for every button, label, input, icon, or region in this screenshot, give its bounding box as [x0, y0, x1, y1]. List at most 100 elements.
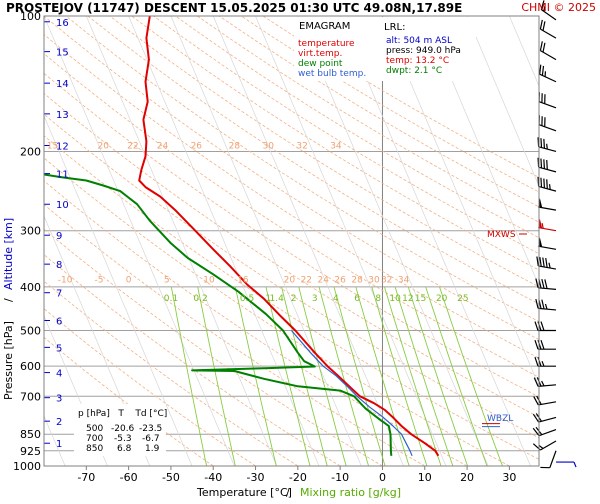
temp-tick-label: -60	[120, 471, 138, 484]
levels-row-p: 700	[86, 434, 103, 444]
mixing-ratio-label: 1.4	[270, 294, 285, 304]
altitude-tick-label: 14	[56, 79, 69, 90]
wind-barb-flag	[544, 159, 545, 168]
mixing-ratio-label: 3	[312, 294, 318, 304]
lrl-box: LRL: alt: 504 m ASL press: 949.0 hPa tem…	[380, 17, 476, 81]
lrl-dwpt: dwpt: 2.1 °C	[386, 66, 442, 76]
dry-adiabat-label: 26	[191, 141, 203, 151]
legend-virt-temp: virt.temp.	[298, 49, 342, 59]
dry-adiabat-label: 34	[398, 275, 410, 285]
temp-tick-label: 20	[460, 471, 474, 484]
dry-adiabat-label: 24	[318, 275, 330, 285]
y-axis-altitude-label: Altitude [km]	[2, 218, 15, 290]
levels-row-t: 6.8	[117, 444, 132, 454]
wind-barb-half-flag	[547, 144, 548, 149]
temp-tick-label: 30	[502, 471, 516, 484]
dry-adiabat-label: 28	[229, 141, 241, 151]
mixing-ratio-label: 10	[389, 294, 401, 304]
levels-row-p: 850	[86, 444, 103, 454]
pressure-tick-label: 500	[20, 325, 41, 338]
altitude-tick-label: 13	[56, 110, 69, 121]
levels-row-td: 1.9	[145, 444, 160, 454]
altitude-tick-label: 15	[56, 48, 69, 59]
mixing-ratio-label: 20	[436, 294, 448, 304]
altitude-tick-label: 4	[56, 369, 62, 380]
temp-tick-label: -20	[289, 471, 307, 484]
lrl-temp: temp: 13.2 °C	[386, 56, 449, 66]
wind-barb-flag	[541, 159, 542, 168]
altitude-tick-label: 16	[56, 18, 69, 29]
wind-barb-flag	[544, 139, 545, 148]
pressure-tick-label: 600	[20, 360, 41, 373]
mixing-ratio-label: 15	[415, 294, 426, 304]
dry-adiabat-label: 24	[157, 141, 169, 151]
levels-row-td: -6.7	[142, 434, 160, 444]
wind-barb-half-flag	[550, 184, 551, 189]
temp-tick-label: -10	[331, 471, 349, 484]
levels-row-t: -20.6	[111, 424, 135, 434]
dry-adiabat-label: 20	[98, 141, 110, 151]
dry-adiabat-label: 30	[263, 141, 275, 151]
altitude-tick-label: 9	[56, 231, 62, 242]
levels-table: p [hPa] T Td [°C] 500 -20.6 -23.5 700 -5…	[74, 404, 167, 456]
temp-tick-label: -70	[77, 471, 95, 484]
wind-barb-flag	[547, 160, 548, 169]
x-axis-temp-label: Temperature [°C]	[196, 486, 292, 499]
dry-adiabat-label: -5	[95, 275, 104, 285]
lrl-pressure: press: 949.0 hPa	[386, 46, 461, 56]
dry-adiabat-label: -10	[58, 275, 73, 285]
chart-title: PROSTEJOV (11747) DESCENT 15.05.2025 01:…	[6, 1, 462, 15]
levels-table-header: p [hPa] T Td [°C]	[78, 409, 167, 419]
wind-barb-flag	[541, 178, 542, 187]
mixing-ratio-label: 6	[354, 294, 360, 304]
dry-adiabat-label: 15	[47, 141, 58, 151]
dry-adiabat-label: 26	[334, 275, 346, 285]
lrl-altitude: alt: 504 m ASL	[386, 36, 452, 46]
dry-adiabat-label: 20	[284, 275, 296, 285]
dry-adiabat-label: 28	[351, 275, 363, 285]
pressure-tick-label: 700	[20, 390, 41, 403]
wind-barb-flag	[547, 179, 548, 188]
altitude-tick-label: 10	[56, 200, 69, 211]
legend-heading: EMAGRAM	[299, 21, 350, 32]
legend: EMAGRAM temperature virt.temp. dew point…	[294, 17, 377, 81]
mixing-ratio-label: 0.2	[193, 294, 207, 304]
pressure-tick-label: 925	[20, 445, 41, 458]
legend-dew-point: dew point	[298, 59, 343, 69]
dry-adiabat-label: 10	[203, 275, 215, 285]
temp-tick-label: -30	[247, 471, 265, 484]
temp-tick-label: 0	[379, 471, 386, 484]
mixing-ratio-label: 4	[333, 294, 339, 304]
wind-barb-flag	[541, 138, 542, 147]
dry-adiabat-label: 32	[381, 275, 392, 285]
pressure-tick-label: 850	[20, 428, 41, 441]
dry-adiabat-label: 30	[368, 275, 380, 285]
y-axis-sep: /	[2, 298, 15, 302]
mixing-ratio-label: 8	[375, 294, 381, 304]
y-axis-pressure-label: Pressure [hPa]	[2, 321, 15, 400]
altitude-tick-label: 5	[56, 343, 62, 354]
temp-tick-label: 10	[418, 471, 432, 484]
altitude-tick-label: 1	[56, 439, 62, 450]
dry-adiabat-label: 22	[301, 275, 312, 285]
temp-tick-label: -40	[204, 471, 222, 484]
altitude-tick-label: 6	[56, 317, 62, 328]
mixing-ratio-label: 25	[457, 294, 468, 304]
dry-adiabat-label: 5	[164, 275, 170, 285]
credit-text: CHMI © 2025	[521, 1, 596, 14]
legend-temperature: temperature	[298, 39, 355, 49]
pressure-tick-label: 400	[20, 281, 41, 294]
dry-adiabat-label: 0	[126, 275, 132, 285]
levels-row-t: -5.3	[114, 434, 132, 444]
dry-adiabat-label: 22	[127, 141, 138, 151]
mixing-ratio-label: 0.5	[240, 294, 254, 304]
pressure-tick-label: 1000	[13, 460, 41, 473]
legend-wet-bulb: wet bulb temp.	[298, 69, 366, 79]
altitude-tick-label: 8	[56, 260, 62, 271]
lrl-heading: LRL:	[384, 22, 405, 33]
mxws-label: MXWS	[487, 230, 516, 240]
dry-adiabat-label: 32	[296, 141, 307, 151]
altitude-tick-label: 7	[56, 289, 62, 300]
x-axis-sep: /	[286, 486, 290, 499]
